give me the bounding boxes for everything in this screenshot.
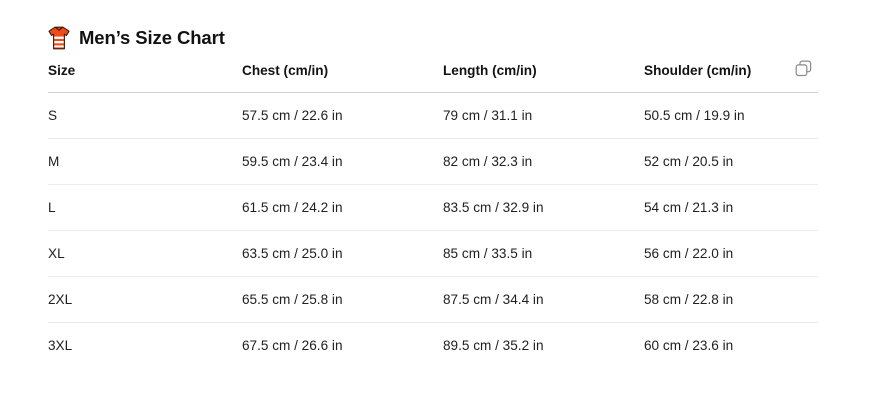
cell-shoulder: 52 cm / 20.5 in	[644, 138, 818, 185]
cell-shoulder: 58 cm / 22.8 in	[644, 276, 818, 323]
table-header-row: Size Chest (cm/in) Length (cm/in) Should…	[48, 60, 818, 93]
table-row: 2XL 65.5 cm / 25.8 in 87.5 cm / 34.4 in …	[48, 276, 818, 323]
cell-chest: 65.5 cm / 25.8 in	[242, 276, 443, 323]
cell-length: 87.5 cm / 34.4 in	[443, 276, 644, 323]
cell-length: 82 cm / 32.3 in	[443, 138, 644, 185]
cell-chest: 57.5 cm / 22.6 in	[242, 92, 443, 139]
column-header-length: Length (cm/in)	[443, 60, 644, 93]
cell-chest: 61.5 cm / 24.2 in	[242, 184, 443, 231]
column-header-size: Size	[48, 60, 242, 93]
cell-length: 79 cm / 31.1 in	[443, 92, 644, 139]
cell-size: 3XL	[48, 338, 73, 353]
table-row: 3XL 67.5 cm / 26.6 in 89.5 cm / 35.2 in …	[48, 323, 818, 369]
table-row: XL 63.5 cm / 25.0 in 85 cm / 33.5 in 56 …	[48, 230, 818, 277]
column-header-shoulder: Shoulder (cm/in)	[644, 60, 818, 93]
cell-size: M	[48, 138, 242, 185]
table-row: M 59.5 cm / 23.4 in 82 cm / 32.3 in 52 c…	[48, 138, 818, 185]
cell-size: XL	[48, 230, 242, 277]
table-body: S 57.5 cm / 22.6 in 79 cm / 31.1 in 50.5…	[48, 92, 818, 369]
cell-shoulder: 56 cm / 22.0 in	[644, 230, 818, 277]
column-header-shoulder-label: Shoulder (cm/in)	[644, 63, 752, 78]
cell-chest: 63.5 cm / 25.0 in	[242, 230, 443, 277]
cell-shoulder: 50.5 cm / 19.9 in	[644, 92, 818, 139]
cell-length: 83.5 cm / 32.9 in	[443, 184, 644, 231]
tshirt-icon	[48, 26, 70, 50]
cell-length: 89.5 cm / 35.2 in	[443, 338, 544, 353]
size-chart-table: Size Chest (cm/in) Length (cm/in) Should…	[48, 60, 818, 368]
cell-chest: 59.5 cm / 23.4 in	[242, 138, 443, 185]
copy-icon[interactable]	[795, 60, 818, 78]
page-title: Men’s Size Chart	[48, 24, 225, 52]
column-header-chest: Chest (cm/in)	[242, 60, 443, 93]
cell-shoulder: 60 cm / 23.6 in	[644, 338, 734, 353]
table-row: L 61.5 cm / 24.2 in 83.5 cm / 32.9 in 54…	[48, 184, 818, 231]
table-header: Size Chest (cm/in) Length (cm/in) Should…	[48, 60, 818, 93]
cell-size: L	[48, 184, 242, 231]
table-row: S 57.5 cm / 22.6 in 79 cm / 31.1 in 50.5…	[48, 92, 818, 139]
cell-size: 2XL	[48, 276, 242, 323]
cell-shoulder: 54 cm / 21.3 in	[644, 184, 818, 231]
cell-length: 85 cm / 33.5 in	[443, 230, 644, 277]
cell-chest: 67.5 cm / 26.6 in	[242, 338, 343, 353]
cell-size: S	[48, 92, 242, 139]
page-title-text: Men’s Size Chart	[79, 26, 225, 48]
